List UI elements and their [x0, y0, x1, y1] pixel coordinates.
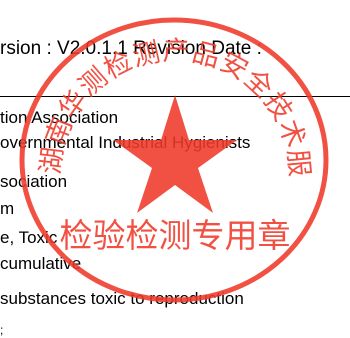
abbreviation-line-3: sociation [0, 172, 68, 191]
abbreviation-line-7: substances toxic to reproduction [0, 289, 244, 308]
abbreviation-line-6: cumulative [0, 254, 82, 273]
abbreviation-line-4: m [0, 199, 15, 218]
abbreviation-line-2: overnmental Industrial Hygienists [0, 133, 251, 152]
abbreviation-line-1: tion Association [0, 108, 119, 127]
seal-bottom-text: 检验检测专用章 [60, 216, 291, 255]
header-divider [0, 96, 350, 97]
header-version-revision-line: rsion : V2.0.1.1 Revision Date : [0, 38, 262, 59]
abbreviation-line-5: e, Toxic [0, 228, 58, 247]
seal-star-icon [113, 95, 237, 213]
trailing-mark: ; [0, 323, 4, 337]
